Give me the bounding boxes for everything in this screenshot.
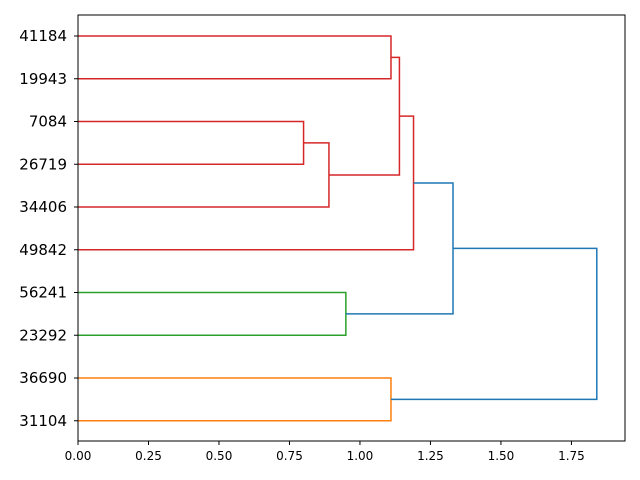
- leaf-label-31104: 31104: [19, 412, 67, 430]
- leaf-label-23292: 23292: [19, 326, 67, 344]
- leaf-label-19943: 19943: [19, 70, 67, 88]
- x-tick-label: 1.75: [558, 449, 585, 463]
- x-tick-label: 0.50: [206, 449, 233, 463]
- leaf-label-56241: 56241: [19, 284, 67, 302]
- x-axis: 0.00 0.25 0.50 0.75 1.00 1.25 1.50 1.75: [65, 441, 585, 463]
- leaf-label-49842: 49842: [19, 241, 67, 259]
- x-tick-label: 1.50: [488, 449, 515, 463]
- leaf-label-36690: 36690: [19, 369, 67, 387]
- x-tick-label: 0.25: [135, 449, 162, 463]
- dendrogram-links: [78, 35, 598, 422]
- leaf-labels: 41184 19943 7084 26719 34406 49842 56241 23292 3…: [19, 27, 78, 430]
- x-tick-label: 1.25: [417, 449, 444, 463]
- leaf-label-34406: 34406: [19, 198, 67, 216]
- leaf-label-41184: 41184: [19, 27, 67, 45]
- x-tick-label: 0.00: [65, 449, 92, 463]
- x-tick-label: 1.00: [347, 449, 374, 463]
- x-tick-label: 0.75: [276, 449, 303, 463]
- leaf-label-26719: 26719: [19, 155, 67, 173]
- leaf-label-7084: 7084: [29, 113, 67, 131]
- link-i: [390, 247, 598, 401]
- axes-frame: [77, 14, 626, 442]
